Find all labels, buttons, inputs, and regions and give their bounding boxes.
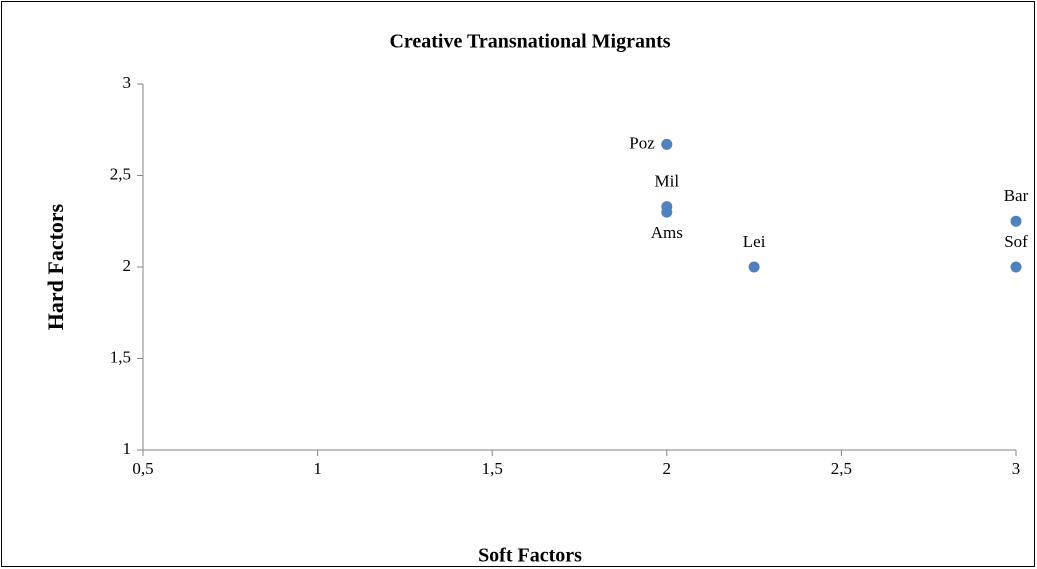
point-label: Lei [743, 232, 766, 251]
x-tick-label: 0,5 [132, 459, 153, 478]
point-label: Mil [655, 172, 680, 191]
chart-title: Creative Transnational Migrants [389, 31, 670, 53]
y-tick-label: 1 [123, 439, 132, 458]
y-axis-label: Hard Factors [43, 203, 68, 330]
x-tick-label: 3 [1012, 459, 1021, 478]
x-tick-label: 2 [663, 459, 672, 478]
y-tick-label: 2 [123, 256, 132, 275]
point [1010, 215, 1022, 227]
y-tick-label: 3 [123, 73, 132, 92]
y-tick-label: 2,5 [110, 164, 131, 183]
point-label: Bar [1004, 186, 1029, 205]
point [661, 206, 673, 218]
point-label: Poz [629, 133, 655, 152]
point-label: Sof [1004, 232, 1028, 251]
point [1010, 261, 1022, 273]
point [748, 261, 760, 273]
y-tick-label: 1,5 [110, 347, 131, 366]
point [661, 138, 673, 150]
x-tick-label: 1,5 [482, 459, 503, 478]
point-label: Ams [651, 223, 683, 242]
x-tick-label: 2,5 [831, 459, 852, 478]
x-axis-label: Soft Factors [478, 545, 582, 567]
x-tick-label: 1 [313, 459, 322, 478]
